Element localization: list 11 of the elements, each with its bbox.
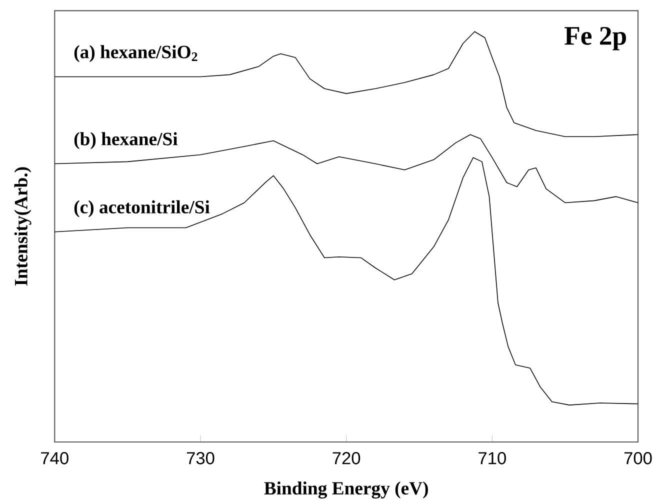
x-tick-label: 720 xyxy=(332,452,360,464)
annotation: Fe 2p xyxy=(564,26,626,50)
series-label: (b) hexane/Si xyxy=(74,132,178,150)
y-axis-title: Intensity(Arb.) xyxy=(14,167,32,286)
x-tick-label: 700 xyxy=(624,452,652,464)
x-tick-label: 710 xyxy=(478,452,506,464)
x-axis-title: Binding Energy (eV) xyxy=(264,481,428,499)
x-tick-label: 730 xyxy=(186,452,214,464)
series-label: (c) acetonitrile/Si xyxy=(74,200,210,218)
series-label: (a) hexane/SiO$_{2}$ xyxy=(74,45,198,62)
x-tick-label: 740 xyxy=(41,452,68,464)
